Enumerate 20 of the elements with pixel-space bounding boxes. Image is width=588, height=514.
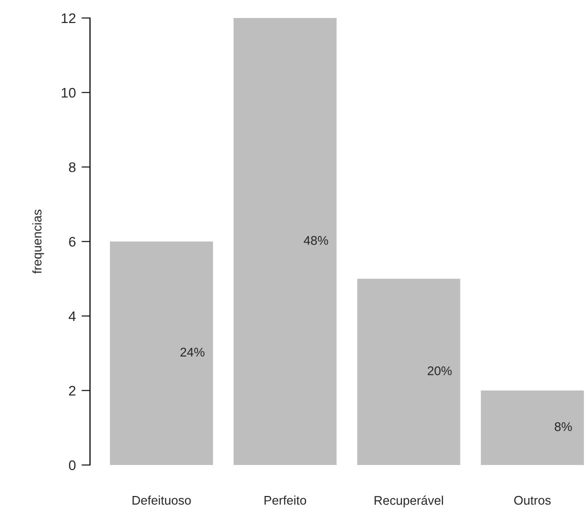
bar — [110, 242, 213, 465]
annotation: 48% — [304, 236, 328, 245]
x-tick-label: Defeituoso — [132, 496, 191, 505]
bar — [480, 390, 584, 465]
annotation: 24% — [180, 348, 204, 357]
bar — [234, 18, 337, 465]
bar — [357, 278, 460, 465]
y-tick-label: 8 — [68, 162, 76, 172]
y-tick-label: 0 — [68, 460, 76, 470]
annotation: 20% — [428, 366, 452, 376]
y-tick-label: 10 — [62, 88, 76, 98]
x-tick-label: Outros — [514, 496, 551, 505]
annotation: 8% — [554, 422, 572, 432]
y-axis-title: frequencias — [32, 210, 44, 274]
x-tick-label: Recuperável — [374, 496, 443, 508]
y-tick-label: 2 — [69, 386, 76, 396]
y-tick-label: 6 — [69, 236, 76, 247]
y-tick-label: 12 — [62, 13, 76, 24]
y-tick-label: 4 — [68, 311, 76, 322]
x-tick-label: Perfeito — [264, 496, 306, 505]
